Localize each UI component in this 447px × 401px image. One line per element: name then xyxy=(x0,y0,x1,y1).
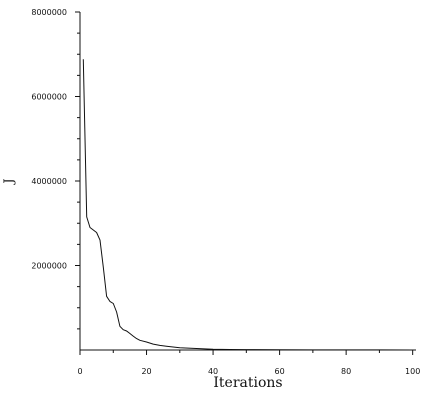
x-tick-label: 40 xyxy=(208,367,218,376)
series-layer xyxy=(82,59,413,351)
y-axis-label: J xyxy=(2,178,17,185)
series-line xyxy=(82,59,413,351)
x-ticks: 0 20 40 60 80 100 xyxy=(77,350,420,376)
x-tick-label: 0 xyxy=(77,367,82,376)
x-axis: 0 20 40 60 80 100 xyxy=(77,349,420,376)
y-tick-label: 2000000 xyxy=(31,262,67,271)
y-axis: 2000000 4000000 6000000 8000000 xyxy=(31,8,81,350)
y-tick-label: 8000000 xyxy=(31,8,67,17)
y-tick-label: 4000000 xyxy=(31,177,67,186)
x-tick-label: 20 xyxy=(141,367,151,376)
y-ticks: 2000000 4000000 6000000 8000000 xyxy=(31,8,80,330)
x-axis-label: Iterations xyxy=(213,375,282,391)
y-tick-label: 6000000 xyxy=(31,93,67,102)
x-tick-label: 80 xyxy=(341,367,351,376)
x-tick-label: 100 xyxy=(405,367,420,376)
x-tick-label: 60 xyxy=(275,367,285,376)
